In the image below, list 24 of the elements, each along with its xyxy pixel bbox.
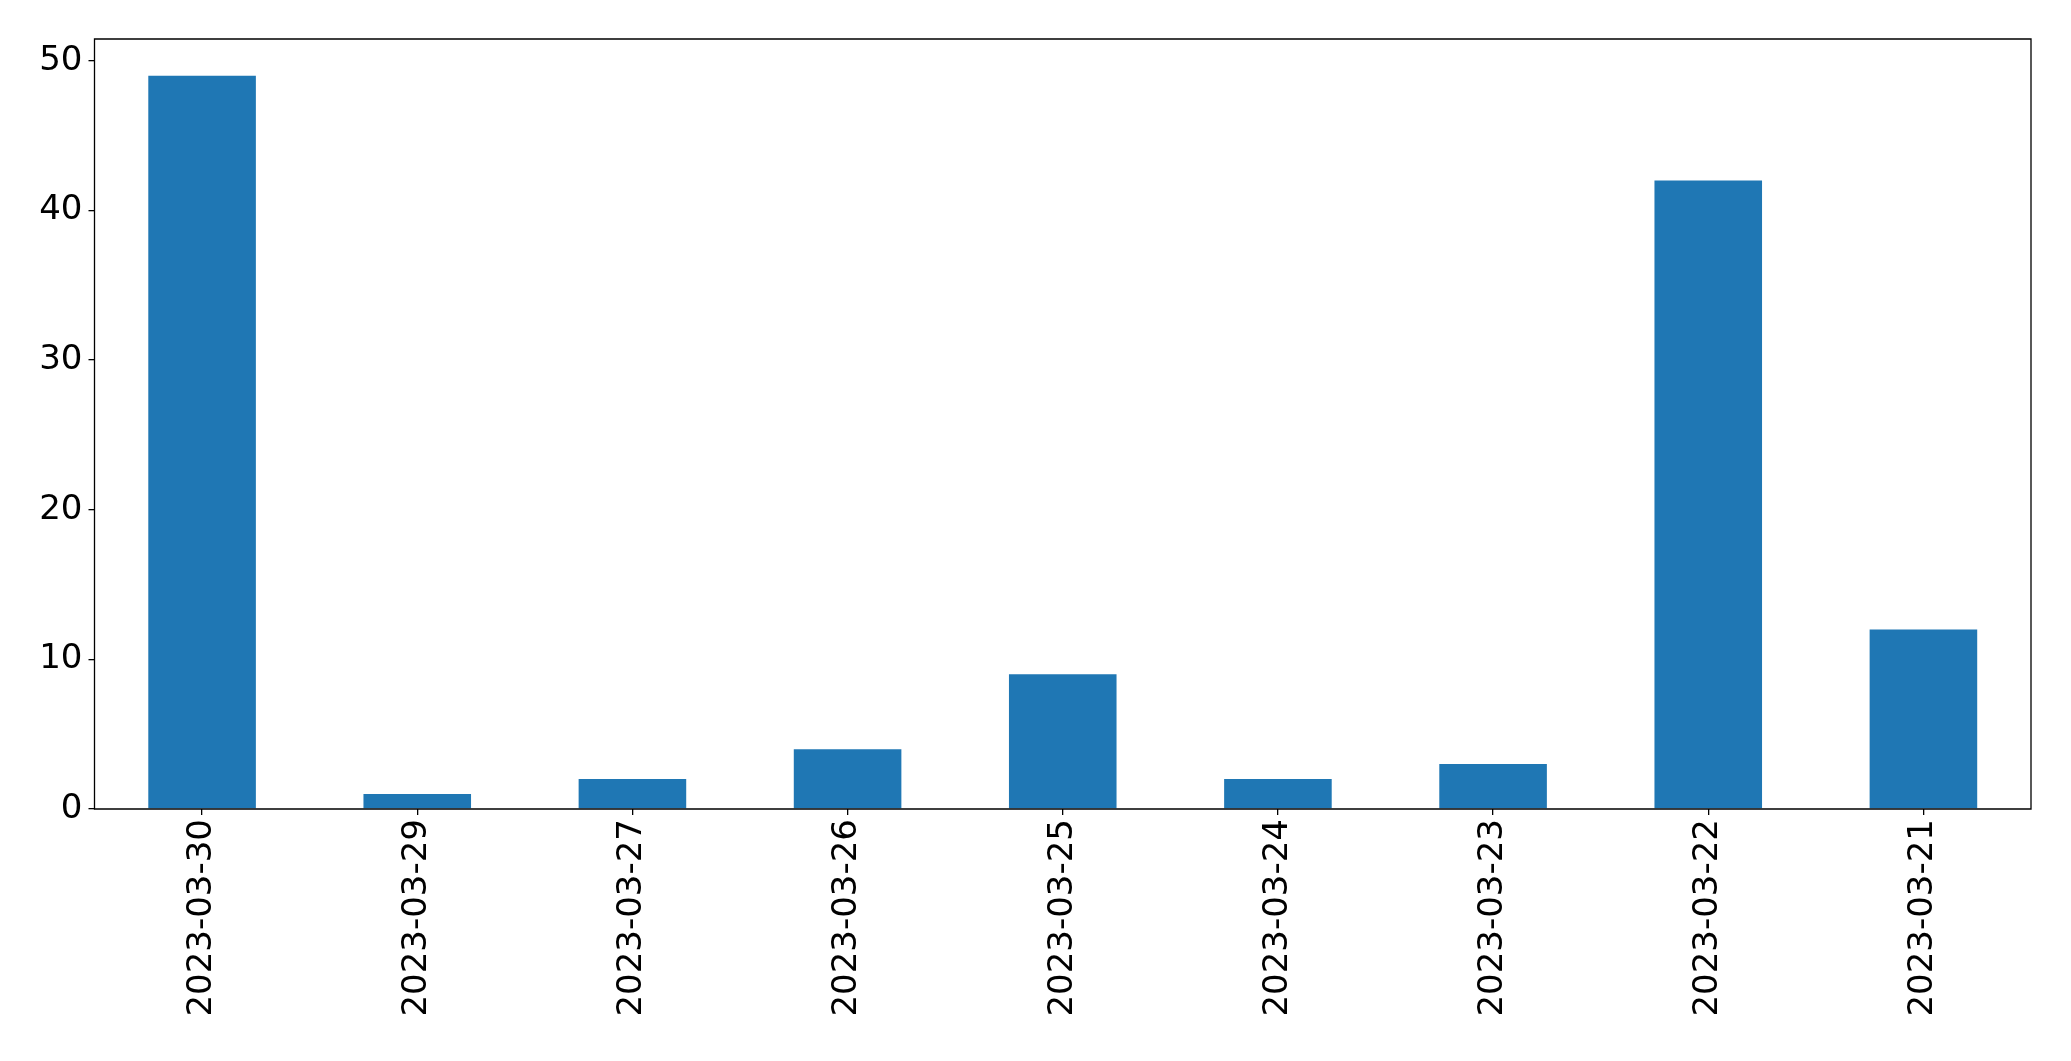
bar — [363, 794, 472, 809]
bar — [578, 779, 687, 809]
y-tick-label: 20 — [39, 486, 83, 527]
y-tick-label: 30 — [39, 336, 83, 377]
y-tick-label: 10 — [39, 636, 83, 677]
x-tick-label: 2023-03-25 — [1039, 819, 1080, 1017]
x-tick-label: 2023-03-24 — [1254, 819, 1295, 1017]
x-tick-label: 2023-03-22 — [1685, 819, 1726, 1017]
x-tick-label: 2023-03-26 — [824, 819, 865, 1017]
x-tick-label: 2023-03-23 — [1469, 819, 1510, 1017]
bar — [148, 75, 256, 809]
bar — [1008, 674, 1117, 809]
x-tick-label: 2023-03-21 — [1900, 819, 1941, 1017]
y-tick-label: 40 — [39, 187, 83, 228]
x-tick-label: 2023-03-30 — [178, 819, 219, 1017]
bar — [1439, 764, 1547, 809]
y-tick-label: 0 — [60, 785, 83, 826]
x-tick-label: 2023-03-29 — [394, 819, 435, 1017]
bar — [1224, 779, 1332, 809]
x-tick-label: 2023-03-27 — [609, 819, 650, 1017]
bar — [1869, 629, 1978, 809]
bar — [1654, 180, 1763, 809]
y-tick-label: 50 — [39, 37, 83, 78]
bar — [793, 749, 902, 809]
